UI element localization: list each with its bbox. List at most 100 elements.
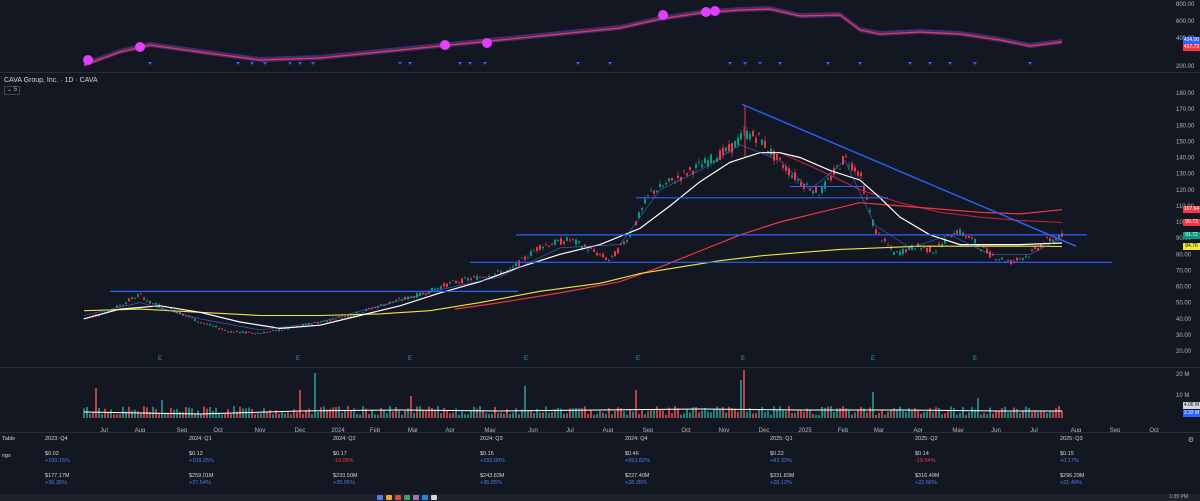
- ma-price-tag-2: 99.73: [1183, 218, 1200, 226]
- candle-body: [317, 322, 319, 324]
- candle-body: [518, 260, 520, 267]
- candle-body: [443, 283, 445, 287]
- table-revenue-change: +35.05%: [333, 480, 355, 486]
- volume-bar: [743, 370, 745, 418]
- date-axis-label: Oct: [681, 428, 691, 434]
- folder-icon[interactable]: [386, 495, 392, 500]
- signal-dot: [83, 55, 93, 65]
- volume-pane[interactable]: 20 M 10 M 4.06 M 3.32 M: [0, 367, 1200, 422]
- volume-bar: [878, 412, 880, 418]
- volume-bar: [881, 409, 883, 418]
- volume-bar: [218, 412, 220, 418]
- volume-bar: [431, 407, 433, 418]
- candle-body: [404, 297, 406, 299]
- candle-body: [728, 144, 730, 151]
- volume-bar: [134, 409, 136, 418]
- volume-bar: [506, 409, 508, 418]
- collapse-indicators-button[interactable]: ⌄ 5: [4, 86, 21, 95]
- candle-body: [296, 326, 298, 327]
- volume-chart: 20 M 10 M: [83, 370, 1189, 418]
- volume-bar: [968, 412, 970, 418]
- candle-body: [905, 249, 907, 253]
- candle-body: [305, 323, 307, 326]
- app-icon[interactable]: [422, 495, 428, 500]
- candle-body: [257, 333, 259, 334]
- gear-icon[interactable]: ⚙: [1187, 437, 1194, 444]
- date-axis-label: Jul: [1030, 428, 1038, 434]
- table-eps-change: +83.33%: [770, 458, 792, 464]
- app-icon[interactable]: [413, 495, 419, 500]
- volume-bar: [167, 412, 169, 418]
- candle-body: [815, 186, 817, 193]
- volume-bar: [992, 413, 994, 418]
- candle-body: [254, 333, 256, 335]
- candle-body: [668, 178, 670, 182]
- table-eps: $0.15: [480, 451, 494, 457]
- candle-body: [683, 170, 685, 172]
- main-price-pane[interactable]: 180.00 170.00 160.00 150.00 140.00 130.00 120.…: [0, 72, 1200, 367]
- candle-body: [1013, 261, 1015, 262]
- symbol-title[interactable]: CAVA Group, Inc. · 1D · CAVA: [4, 77, 98, 84]
- candle-body: [608, 260, 610, 262]
- candle-body: [842, 156, 844, 165]
- candle-body: [422, 292, 424, 294]
- candle-body: [758, 132, 760, 135]
- candle-body: [692, 171, 694, 175]
- candle-body: [1037, 247, 1039, 250]
- volume-bar: [632, 411, 634, 418]
- candle-body: [554, 239, 556, 245]
- volume-bar: [323, 406, 325, 418]
- app-icon[interactable]: [377, 495, 383, 500]
- date-axis[interactable]: Jul Aug Sep Oct Nov Dec 2024 Feb Mar Apr May Jun Jul…: [0, 422, 1200, 434]
- volume-bar: [281, 411, 283, 418]
- signal-dot: [440, 40, 450, 50]
- volume-bar: [665, 414, 667, 418]
- candle-body: [302, 324, 304, 326]
- candle-body: [644, 199, 646, 204]
- candle-body: [746, 130, 748, 140]
- table-period: 2024: Q2: [333, 436, 356, 442]
- volume-bar: [821, 406, 823, 418]
- app-icon[interactable]: [404, 495, 410, 500]
- candle-body: [530, 251, 532, 256]
- candle-body: [170, 308, 172, 310]
- candle-body: [857, 171, 859, 176]
- table-eps: $0.02: [45, 451, 59, 457]
- earnings-marker: E: [973, 356, 977, 362]
- candle-body: [647, 195, 649, 197]
- browser-icon[interactable]: [395, 495, 401, 500]
- candle-body: [1022, 258, 1024, 260]
- candle-body: [437, 287, 439, 289]
- app-icon[interactable]: [431, 495, 437, 500]
- volume-bar: [731, 408, 733, 418]
- volume-bar: [521, 409, 523, 418]
- candle-body: [1058, 234, 1060, 240]
- volume-bar: [962, 407, 964, 418]
- volume-bar: [1046, 413, 1048, 418]
- volume-bar: [761, 407, 763, 418]
- volume-bar: [950, 406, 952, 418]
- volume-bar: [683, 413, 685, 418]
- price-axis-label: 180.00: [1176, 91, 1195, 97]
- candle-body: [449, 281, 451, 284]
- candle-body: [671, 177, 673, 181]
- volume-bar: [488, 413, 490, 418]
- volume-bar: [83, 408, 85, 418]
- volume-bar: [908, 408, 910, 418]
- volume-bar: [119, 414, 121, 418]
- volume-bar: [704, 407, 706, 418]
- price-axis-label: 150.00: [1176, 139, 1195, 145]
- candle-body: [887, 244, 889, 246]
- table-eps: $0.15: [1060, 451, 1074, 457]
- candle-body: [542, 246, 544, 249]
- table-period: 2024: Q3: [480, 436, 503, 442]
- volume-bar: [638, 414, 640, 418]
- volume-bar: [557, 408, 559, 418]
- volume-bar: [230, 414, 232, 418]
- candle-body: [155, 303, 157, 305]
- volume-bar: [677, 408, 679, 418]
- date-axis-label: Apr: [913, 428, 922, 434]
- volume-bar: [371, 410, 373, 418]
